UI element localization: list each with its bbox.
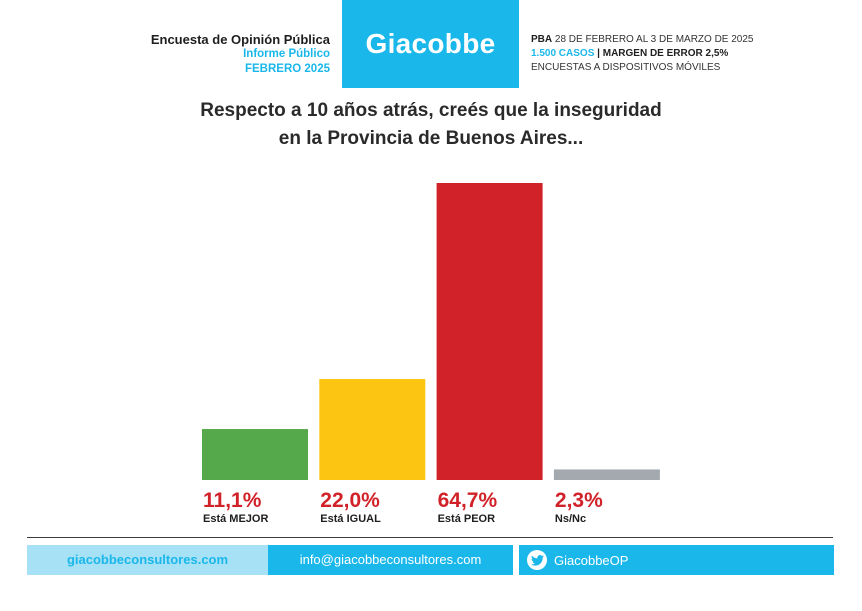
category-label-2: Está IGUAL — [320, 513, 381, 525]
region-label: PBA — [531, 34, 553, 45]
twitter-link[interactable]: GiacobbeOP — [519, 545, 639, 575]
brand-name: Giacobbe — [365, 28, 496, 59]
question-line-2: en la Provincia de Buenos Aires... — [278, 128, 584, 149]
footer-bar: giacobbeconsultores.com info@giacobbecon… — [27, 545, 834, 575]
bar-2 — [319, 379, 426, 480]
twitter-handle: GiacobbeOP — [554, 552, 629, 568]
website-panel — [27, 545, 268, 575]
survey-method: ENCUESTAS A DISPOSITIVOS MÓVILES — [531, 62, 721, 73]
value-label-4: 2,3% — [555, 489, 603, 512]
giacobbe-logo: Giacobbe — [342, 0, 519, 88]
sample-size: 1.500 CASOS — [531, 48, 595, 59]
date-range: 28 DE FEBRERO AL 3 DE MARZO DE 2025 — [554, 34, 754, 45]
survey-details: PBA 28 DE FEBRERO AL 3 DE MARZO DE 2025 … — [531, 33, 754, 75]
value-label-1: 11,1% — [203, 489, 262, 512]
footer-separator — [513, 545, 519, 575]
bar-1 — [202, 429, 308, 480]
question-line-1: Respecto a 10 años atrás, creés que la i… — [200, 100, 662, 121]
survey-title: Encuesta de Opinión Pública — [150, 32, 330, 47]
value-label-3: 64,7% — [438, 489, 498, 512]
error-margin: | MARGEN DE ERROR 2,5% — [597, 48, 729, 59]
value-label-2: 22,0% — [320, 489, 380, 512]
website-link[interactable]: giacobbeconsultores.com — [66, 552, 229, 567]
survey-period: PBA 28 DE FEBRERO AL 3 DE MARZO DE 2025 — [531, 33, 754, 47]
bar-4 — [553, 469, 660, 480]
report-date: FEBRERO 2025 — [244, 63, 330, 75]
bar-3 — [436, 183, 543, 480]
email-link[interactable]: info@giacobbeconsultores.com — [299, 552, 482, 567]
sample-info: 1.500 CASOS | MARGEN DE ERROR 2,5% — [531, 47, 754, 61]
category-label-3: Está PEOR — [438, 513, 496, 525]
footer-divider — [27, 537, 833, 538]
category-label-1: Está MEJOR — [203, 513, 268, 525]
question-title: Respecto a 10 años atrás, creés que la i… — [0, 97, 862, 153]
category-label-4: Ns/Nc — [555, 513, 586, 525]
twitter-bird-icon — [527, 550, 547, 570]
report-type: Informe Público — [243, 48, 330, 60]
report-info: Encuesta de Opinión Pública Informe Públ… — [151, 32, 330, 77]
